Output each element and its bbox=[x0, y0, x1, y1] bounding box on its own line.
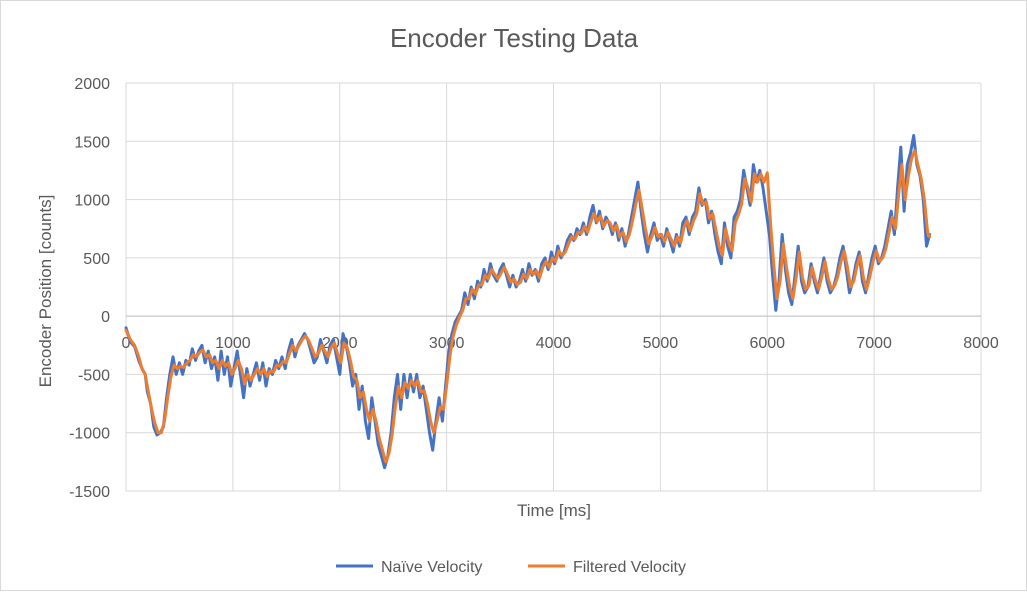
chart-title: Encoder Testing Data bbox=[390, 23, 639, 53]
x-tick-label: 8000 bbox=[963, 335, 999, 352]
x-tick-labels: 0 1000 2000 3000 4000 5000 6000 7000 8000 bbox=[122, 335, 999, 352]
x-tick-label: 2000 bbox=[322, 335, 358, 352]
y-tick-label: 1500 bbox=[74, 134, 110, 151]
y-tick-label: 2000 bbox=[74, 76, 110, 93]
x-tick-label: 0 bbox=[122, 335, 131, 352]
legend-label-filtered: Filtered Velocity bbox=[573, 559, 686, 576]
y-tick-label: 1000 bbox=[74, 193, 110, 210]
legend-label-naive: Naïve Velocity bbox=[381, 559, 482, 576]
y-tick-label: -1000 bbox=[69, 426, 110, 443]
x-axis-label: Time [ms] bbox=[517, 501, 591, 520]
x-tick-label: 4000 bbox=[536, 335, 572, 352]
series-naive-velocity-line bbox=[124, 134, 932, 470]
grid-lines bbox=[125, 82, 982, 492]
y-axis-label: Encoder Position [counts] bbox=[36, 195, 55, 388]
y-tick-label: 500 bbox=[83, 251, 110, 268]
x-tick-label: 6000 bbox=[749, 335, 785, 352]
series-filtered-velocity-line bbox=[124, 149, 932, 464]
x-tick-label: 5000 bbox=[643, 335, 679, 352]
legend: Naïve Velocity Filtered Velocity bbox=[336, 559, 686, 576]
y-tick-label: 0 bbox=[101, 309, 110, 326]
y-tick-label: -500 bbox=[78, 367, 110, 384]
y-tick-label: -1500 bbox=[69, 484, 110, 501]
series-layer bbox=[124, 134, 932, 470]
x-tick-label: 1000 bbox=[215, 335, 251, 352]
x-tick-label: 3000 bbox=[429, 335, 465, 352]
x-tick-label: 7000 bbox=[856, 335, 892, 352]
y-tick-labels: -1500 -1000 -500 0 500 1000 1500 2000 bbox=[69, 76, 110, 501]
